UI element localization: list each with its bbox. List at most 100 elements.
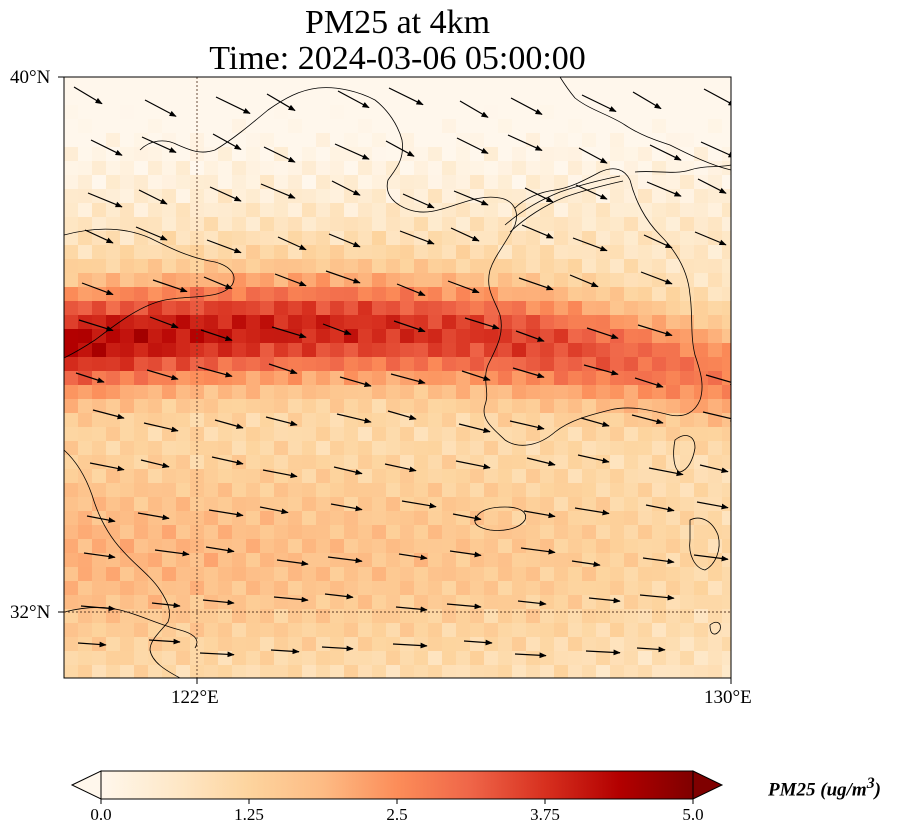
wind-arrow xyxy=(78,319,114,332)
wind-arrow xyxy=(693,554,729,562)
wind-arrow xyxy=(86,515,116,523)
wind-arrow xyxy=(154,549,190,557)
wind-arrow xyxy=(578,147,608,164)
wind-arrow xyxy=(138,189,168,205)
wind-arrow xyxy=(452,513,482,521)
wind-arrow xyxy=(455,460,491,470)
lon-label-122e: 122°E xyxy=(171,687,219,708)
wind-arrow xyxy=(395,606,428,613)
wind-arrow xyxy=(263,146,296,163)
wind-arrow xyxy=(331,180,361,196)
wind-arrow xyxy=(75,372,105,383)
wind-arrow xyxy=(458,423,491,433)
wind-arrow xyxy=(640,271,673,285)
wind-arrow xyxy=(390,373,426,385)
wind-arrow xyxy=(149,316,179,329)
wind-arrow xyxy=(277,236,307,251)
wind-arrow xyxy=(211,456,244,466)
wind-arrow xyxy=(266,93,296,112)
wind-arrow xyxy=(209,186,242,202)
wind-arrow xyxy=(388,87,424,106)
wind-arrow xyxy=(631,414,664,425)
wind-arrow xyxy=(337,90,370,109)
wind-arrow xyxy=(517,600,547,607)
wind-arrow xyxy=(141,136,177,153)
wind-arrow xyxy=(575,184,608,200)
wind-arrow xyxy=(214,419,244,429)
wind-arrow xyxy=(447,280,480,294)
wind-arrow xyxy=(322,323,352,335)
wind-arrow xyxy=(571,560,601,568)
wind-arrow xyxy=(152,279,188,293)
wind-arrow xyxy=(274,273,307,287)
colorbar-tick-3: 3.75 xyxy=(530,805,560,824)
wind-arrow xyxy=(524,187,554,203)
wind-arrow xyxy=(521,224,554,239)
wind-arrow xyxy=(146,369,179,381)
wind-arrow xyxy=(399,230,435,245)
wind-arrow xyxy=(387,410,417,421)
wind-arrow xyxy=(385,140,415,157)
wind-arrow xyxy=(464,317,500,330)
wind-arrow xyxy=(334,143,370,160)
wind-arrow xyxy=(569,274,599,288)
wind-arrow xyxy=(515,330,545,342)
wind-arrow xyxy=(401,500,437,509)
wind-arrow xyxy=(637,324,673,337)
wind-arrow xyxy=(523,510,556,519)
wind-arrow xyxy=(89,462,125,472)
wind-arrow xyxy=(696,501,729,510)
wind-arrow xyxy=(634,377,664,388)
wind-arrow xyxy=(645,504,675,513)
map-frame xyxy=(63,76,732,679)
wind-arrow xyxy=(92,409,125,420)
wind-arrow xyxy=(333,466,363,475)
wind-arrow xyxy=(694,231,727,246)
wind-arrow xyxy=(83,552,116,560)
wind-arrow xyxy=(81,282,114,296)
wind-arrow xyxy=(203,276,233,290)
wind-arrow xyxy=(324,593,354,600)
wind-arrow xyxy=(392,642,428,649)
wind-arrow xyxy=(574,507,610,516)
wind-arrow xyxy=(396,283,426,297)
wind-arrow xyxy=(205,546,235,554)
wind-arrow xyxy=(699,464,729,473)
wind-arrow xyxy=(398,553,428,561)
colorbar-tick-2: 2.5 xyxy=(386,805,408,824)
wind-arrow xyxy=(518,277,554,291)
wind-arrow xyxy=(446,603,482,610)
wind-arrow xyxy=(200,329,233,341)
wind-arrow xyxy=(321,645,354,652)
colorbar-tick-0: 0.0 xyxy=(90,805,112,824)
wind-arrow xyxy=(336,413,372,424)
wind-arrow xyxy=(212,133,242,151)
lon-label-130e: 130°E xyxy=(704,687,752,708)
colorbar-tick-4: 5.0 xyxy=(682,805,704,824)
wind-arrow xyxy=(636,646,666,653)
wind-arrow xyxy=(449,550,482,558)
wind-arrow xyxy=(581,94,617,113)
wind-arrow xyxy=(461,370,491,381)
wind-arrow xyxy=(270,648,300,655)
gridlines xyxy=(64,77,731,678)
wind-arrow xyxy=(463,639,493,646)
wind-arrow xyxy=(646,181,682,197)
wind-arrow xyxy=(199,651,235,658)
wind-arrow xyxy=(642,557,675,565)
wind-arrow xyxy=(393,320,426,333)
wind-arrow xyxy=(215,96,251,115)
wind-arrow xyxy=(450,227,480,242)
colorbar-tick-1: 1.25 xyxy=(234,805,264,824)
wind-arrow xyxy=(259,506,289,515)
wind-arrow xyxy=(456,137,489,154)
wind-arrow xyxy=(208,509,244,518)
wind-arrow xyxy=(260,183,296,199)
wind-arrow xyxy=(520,547,556,555)
wind-vectors xyxy=(73,86,731,659)
wind-arrow xyxy=(144,99,177,117)
wind-arrow xyxy=(84,229,114,244)
wind-arrow xyxy=(77,641,107,648)
